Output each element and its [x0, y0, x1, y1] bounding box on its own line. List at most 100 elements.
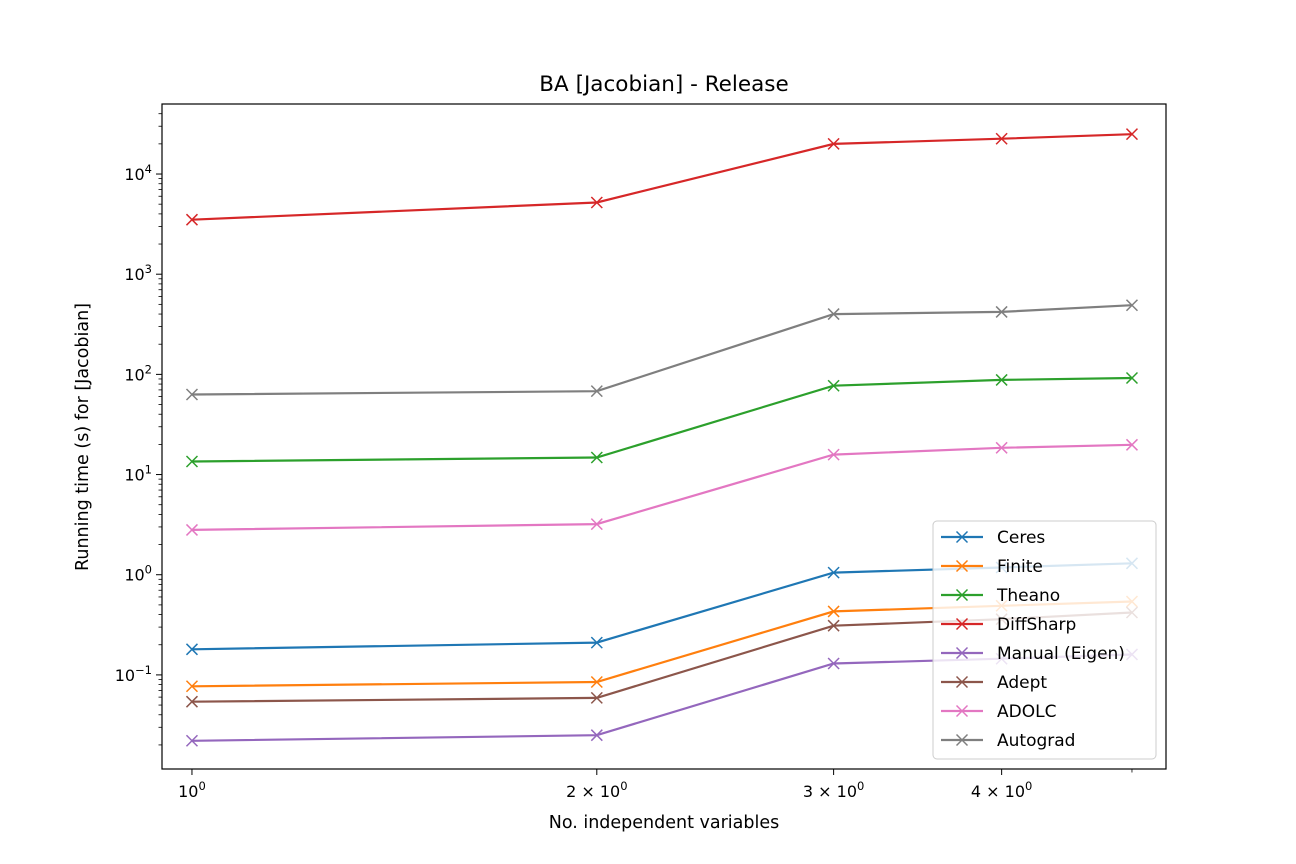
series-line-adolc — [191, 443, 1133, 531]
legend-entry: Finite — [941, 557, 1043, 577]
marker-stroke — [590, 518, 603, 531]
data-point-autograd — [1125, 299, 1138, 312]
legend-entry: Manual (Eigen) — [941, 644, 1125, 664]
legend-label: Ceres — [997, 528, 1045, 548]
y-axis-label: Running time (s) for [Jacobian] — [73, 303, 93, 571]
data-point-theano — [590, 451, 603, 464]
marker-stroke — [1125, 438, 1138, 451]
data-point-autograd — [995, 305, 1008, 318]
legend-swatch-marker — [955, 530, 969, 544]
x-tick-label: 3 × 100 — [803, 779, 864, 801]
data-point-diffsharp — [827, 137, 840, 150]
x-axis: 100 2 × 100 3 × 100 4 × 100 — [178, 769, 1133, 801]
marker-stroke — [1125, 299, 1138, 312]
marker-stroke — [827, 137, 840, 150]
data-point-autograd — [590, 385, 603, 398]
marker-stroke — [1125, 371, 1138, 385]
marker-stroke — [995, 441, 1008, 454]
y-tick-label: 102 — [124, 362, 152, 384]
marker-stroke — [995, 305, 1008, 318]
data-point-adolc — [995, 441, 1008, 454]
marker-stroke — [827, 605, 840, 618]
data-point-diffsharp — [185, 213, 198, 226]
marker-stroke — [590, 636, 603, 649]
series-layer — [185, 128, 1138, 747]
y-tick-label: 103 — [124, 262, 152, 284]
data-point-autograd — [827, 308, 840, 321]
series-autograd — [185, 299, 1138, 401]
data-point-finite — [590, 675, 603, 689]
data-point-manual-eigen — [185, 734, 198, 747]
marker-stroke — [955, 617, 969, 631]
marker-stroke — [955, 646, 969, 660]
x-tick-label: 100 — [178, 779, 206, 801]
series-line-diffsharp — [191, 133, 1133, 221]
legend-label: Manual (Eigen) — [997, 644, 1125, 664]
data-point-manual-eigen — [827, 657, 840, 670]
legend-swatch-marker — [955, 675, 969, 689]
y-axis: 10−1 100 101 102 103 104 — [115, 113, 162, 746]
plot-frame — [161, 103, 1167, 770]
data-point-theano — [1125, 371, 1138, 385]
y-tick-label: 101 — [124, 463, 152, 485]
marker-stroke — [955, 559, 969, 573]
data-point-adolc — [185, 523, 198, 536]
marker-stroke — [827, 657, 840, 670]
marker-stroke — [185, 213, 198, 226]
marker-stroke — [185, 643, 198, 656]
legend-swatch-marker — [955, 646, 969, 660]
data-point-theano — [995, 373, 1008, 386]
marker-stroke — [590, 385, 603, 398]
legend-entry: Autograd — [941, 731, 1075, 751]
marker-stroke — [590, 451, 603, 464]
marker-stroke — [185, 734, 198, 747]
marker-stroke — [827, 448, 840, 461]
data-point-adolc — [590, 518, 603, 531]
legend: Ceres Finite Theano DiffSharp Manual (Eigen)… — [932, 520, 1157, 760]
marker-stroke — [955, 733, 969, 747]
marker-stroke — [827, 379, 840, 392]
y-tick-label: 100 — [124, 563, 152, 585]
data-point-diffsharp — [1125, 128, 1138, 141]
legend-swatch-marker — [955, 733, 969, 747]
series-theano — [185, 371, 1138, 468]
y-tick-label: 10−1 — [115, 663, 152, 685]
marker-stroke — [955, 530, 969, 544]
marker-stroke — [955, 675, 969, 689]
marker-stroke — [185, 455, 198, 468]
x-axis-label: No. independent variables — [549, 813, 780, 833]
legend-label: Autograd — [997, 731, 1075, 751]
legend-entry: Ceres — [941, 528, 1045, 548]
marker-stroke — [995, 373, 1008, 386]
legend-label: Adept — [997, 673, 1047, 693]
marker-stroke — [590, 691, 603, 704]
marker-stroke — [1125, 128, 1138, 141]
marker-stroke — [590, 675, 603, 689]
legend-swatch-marker — [955, 617, 969, 631]
marker-stroke — [827, 308, 840, 321]
data-point-ceres — [827, 566, 840, 579]
legend-box — [932, 520, 1157, 760]
chart-title: BA [Jacobian] - Release — [539, 72, 788, 97]
marker-stroke — [185, 388, 198, 401]
legend-entry: Theano — [941, 586, 1060, 606]
legend-swatch-marker — [955, 704, 969, 718]
legend-label: Finite — [997, 557, 1043, 577]
x-tick-label: 2 × 100 — [566, 779, 627, 801]
marker-stroke — [827, 566, 840, 579]
series-diffsharp — [185, 128, 1138, 226]
data-point-adept — [590, 691, 603, 704]
marker-stroke — [955, 588, 969, 602]
marker-stroke — [590, 196, 603, 209]
y-tick-label: 104 — [124, 162, 152, 184]
data-point-diffsharp — [995, 132, 1008, 145]
legend-swatch-marker — [955, 559, 969, 573]
marker-stroke — [185, 680, 198, 693]
data-point-ceres — [590, 636, 603, 649]
x-tick-label: 4 × 100 — [971, 779, 1032, 801]
marker-stroke — [955, 704, 969, 718]
data-point-adept — [185, 695, 198, 708]
series-adolc — [185, 438, 1138, 536]
data-point-diffsharp — [590, 196, 603, 209]
